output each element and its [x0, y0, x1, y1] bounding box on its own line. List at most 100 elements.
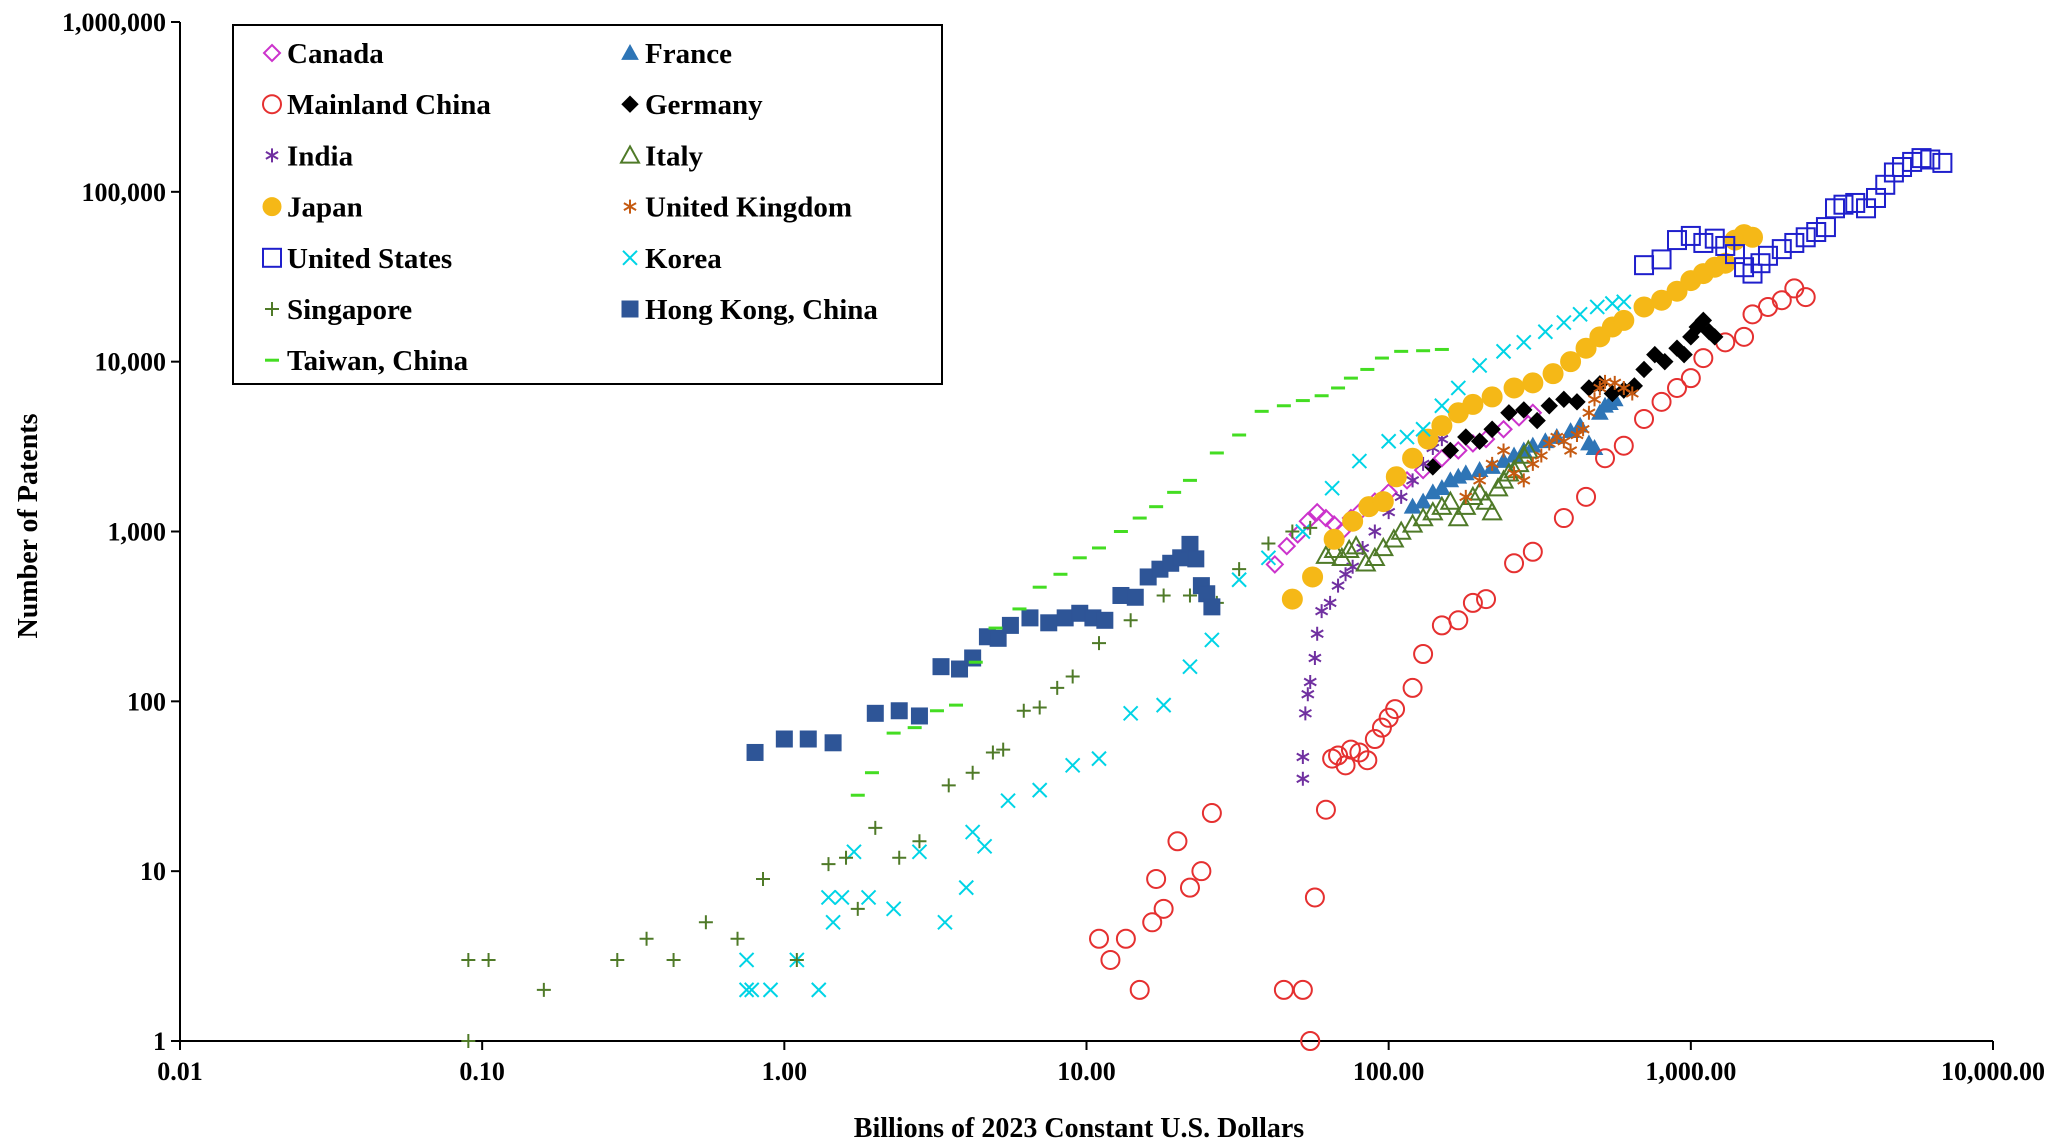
series-mainland-china — [1089, 278, 1816, 1051]
data-point — [1570, 428, 1584, 442]
data-point — [789, 952, 804, 967]
data-point — [1401, 513, 1424, 533]
data-point — [1595, 448, 1616, 469]
series-italy — [1315, 439, 1540, 572]
data-point — [1298, 511, 1318, 531]
legend-item: Mainland China — [262, 89, 491, 121]
data-point — [1371, 717, 1392, 738]
x-tick-label: 1.00 — [762, 1057, 808, 1086]
series-india — [1296, 432, 1449, 786]
data-point — [1324, 480, 1340, 496]
data-point — [738, 982, 755, 998]
data-point — [866, 704, 884, 722]
data-point — [1277, 536, 1297, 556]
data-point — [1667, 377, 1688, 398]
data-point — [1441, 441, 1460, 460]
data-point — [1920, 149, 1941, 170]
data-point — [1380, 433, 1397, 449]
data-point — [1181, 535, 1199, 553]
data-point — [481, 952, 496, 967]
data-point — [1413, 643, 1434, 664]
data-point — [1342, 510, 1364, 532]
data-point — [1394, 489, 1408, 504]
data-point — [912, 834, 927, 849]
legend-marker — [621, 95, 639, 113]
data-point — [1634, 408, 1655, 429]
legend-marker — [621, 300, 639, 318]
data-point — [1483, 420, 1501, 438]
data-point — [1455, 495, 1477, 515]
legend-marker — [262, 247, 282, 268]
data-point — [1557, 434, 1571, 449]
data-point — [1476, 589, 1497, 610]
data-point — [1368, 524, 1382, 539]
data-point — [1503, 377, 1525, 399]
data-point — [965, 765, 980, 780]
data-point — [964, 824, 981, 840]
series-singapore — [461, 520, 1318, 1048]
data-point — [1182, 658, 1198, 675]
legend-box — [232, 24, 943, 385]
legend-item: India — [265, 140, 354, 172]
data-point — [1693, 348, 1714, 369]
data-point — [1492, 469, 1515, 489]
y-tick-label: 100,000 — [82, 178, 167, 207]
data-point — [1475, 490, 1497, 510]
data-point — [1308, 650, 1322, 665]
data-point — [1016, 703, 1031, 718]
data-point — [1155, 697, 1172, 713]
data-point — [1495, 343, 1512, 360]
x-axis-title: Billions of 2023 Constant U.S. Dollars — [854, 1113, 1304, 1144]
legend-marker — [262, 197, 282, 217]
data-point — [1542, 363, 1564, 385]
data-point — [1156, 588, 1171, 603]
data-point — [1345, 535, 1367, 555]
x-tick-label: 100.00 — [1353, 1057, 1425, 1086]
data-point — [1572, 306, 1588, 323]
data-point — [1784, 232, 1805, 253]
legend-marker — [262, 43, 282, 63]
data-point — [762, 982, 779, 998]
data-point — [868, 820, 883, 835]
data-point — [1000, 792, 1016, 809]
data-point — [1553, 508, 1574, 529]
data-point — [1634, 255, 1655, 276]
data-point — [1593, 380, 1607, 395]
data-point — [890, 702, 908, 720]
data-point — [1433, 479, 1451, 496]
data-point — [910, 707, 928, 725]
data-point — [1417, 428, 1439, 450]
data-point — [1434, 398, 1450, 414]
data-point — [1285, 524, 1300, 539]
data-point — [1462, 393, 1484, 415]
legend-marker — [621, 43, 639, 60]
data-point — [1481, 501, 1503, 521]
x-tick-label: 0.01 — [157, 1057, 203, 1086]
data-point — [1146, 868, 1167, 889]
legend-label: Italy — [645, 140, 704, 172]
data-point — [536, 982, 551, 997]
data-point — [1468, 481, 1491, 501]
data-point — [1315, 799, 1336, 820]
data-point — [775, 730, 793, 748]
data-point — [958, 879, 974, 896]
data-point — [1390, 520, 1412, 540]
data-point — [1167, 831, 1188, 852]
legend-item: Germany — [621, 89, 763, 121]
data-point — [1357, 750, 1378, 771]
data-point — [834, 889, 850, 906]
data-point — [1412, 506, 1434, 527]
data-point — [730, 931, 745, 946]
data-point — [1310, 626, 1324, 641]
legend-item: Japan — [262, 192, 363, 224]
data-point — [1402, 677, 1423, 698]
data-point — [1431, 615, 1452, 636]
data-point — [892, 850, 907, 865]
legend-label: Singapore — [287, 294, 412, 326]
series-united-kingdom — [1459, 374, 1639, 504]
legend-label: India — [287, 140, 354, 172]
x-tick-label: 10.00 — [1057, 1057, 1116, 1086]
series-united-states — [1634, 148, 1953, 284]
legend-label: United States — [287, 243, 452, 275]
legend-item: France — [621, 38, 732, 70]
